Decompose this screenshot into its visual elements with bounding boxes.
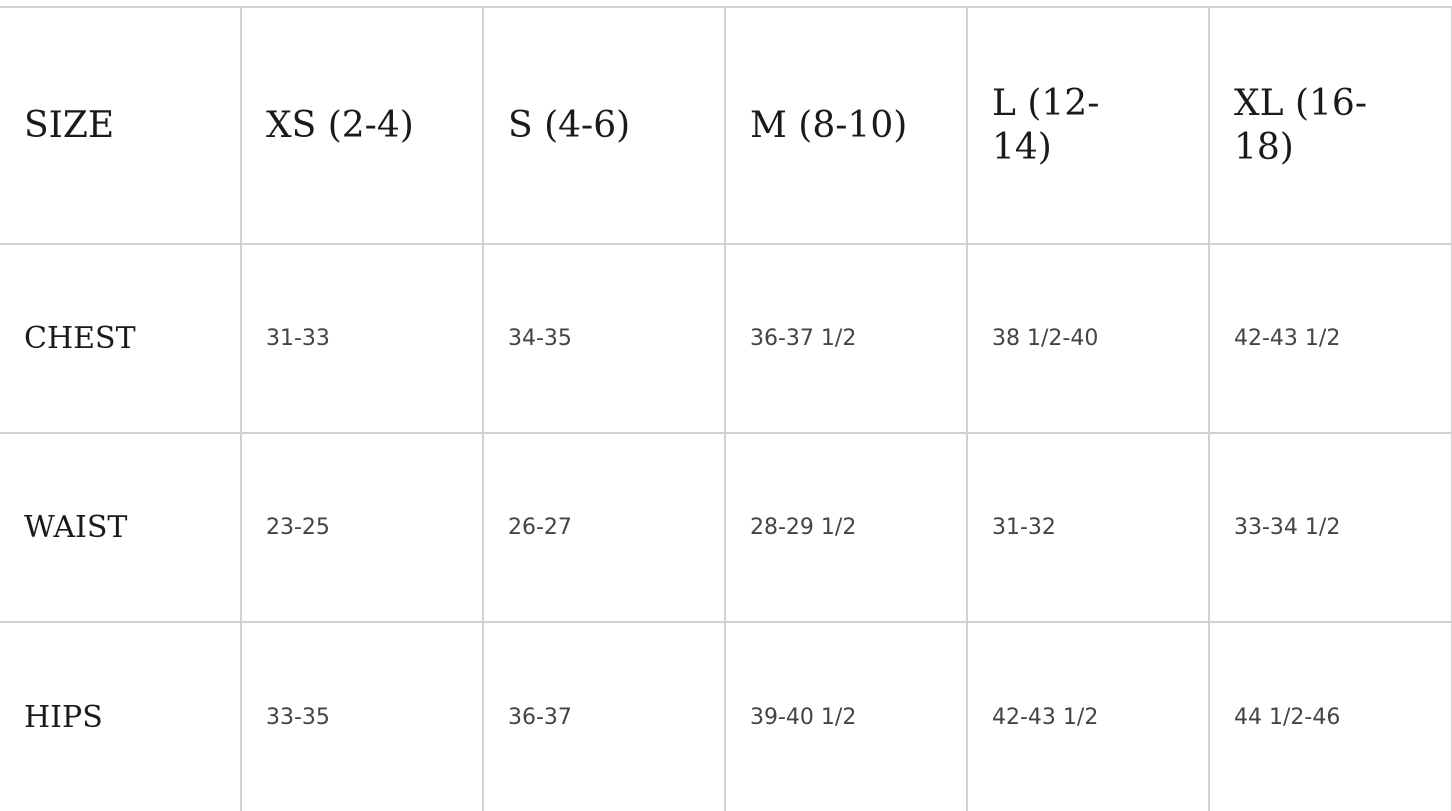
header-cell-xs: XS (2-4) <box>240 6 484 245</box>
header-cell-size: SIZE <box>0 6 242 245</box>
size-chart-table: SIZE XS (2-4) S (4-6) M (8-10) L (12-14)… <box>0 6 1452 811</box>
table-row-chest: CHEST 31-33 34-35 36-37 1/2 38 1/2-40 42… <box>0 243 1452 434</box>
table-cell: 28-29 1/2 <box>724 432 968 623</box>
table-cell: 44 1/2-46 <box>1208 621 1452 811</box>
table-cell: 36-37 <box>482 621 726 811</box>
header-cell-l: L (12-14) <box>966 6 1210 245</box>
header-row: SIZE XS (2-4) S (4-6) M (8-10) L (12-14)… <box>0 6 1452 245</box>
table-row-hips: HIPS 33-35 36-37 39-40 1/2 42-43 1/2 44 … <box>0 621 1452 811</box>
table-cell: 31-32 <box>966 432 1210 623</box>
row-label: WAIST <box>0 432 242 623</box>
row-label: HIPS <box>0 621 242 811</box>
table-cell: 31-33 <box>240 243 484 434</box>
table-cell: 42-43 1/2 <box>1208 243 1452 434</box>
header-cell-m: M (8-10) <box>724 6 968 245</box>
table-cell: 23-25 <box>240 432 484 623</box>
table-cell: 33-34 1/2 <box>1208 432 1452 623</box>
table-cell: 42-43 1/2 <box>966 621 1210 811</box>
table-cell: 34-35 <box>482 243 726 434</box>
table-cell: 38 1/2-40 <box>966 243 1210 434</box>
table-row-waist: WAIST 23-25 26-27 28-29 1/2 31-32 33-34 … <box>0 432 1452 623</box>
table-cell: 39-40 1/2 <box>724 621 968 811</box>
row-label: CHEST <box>0 243 242 434</box>
table-cell: 26-27 <box>482 432 726 623</box>
table-cell: 33-35 <box>240 621 484 811</box>
header-cell-xl: XL (16-18) <box>1208 6 1452 245</box>
table-cell: 36-37 1/2 <box>724 243 968 434</box>
header-cell-s: S (4-6) <box>482 6 726 245</box>
